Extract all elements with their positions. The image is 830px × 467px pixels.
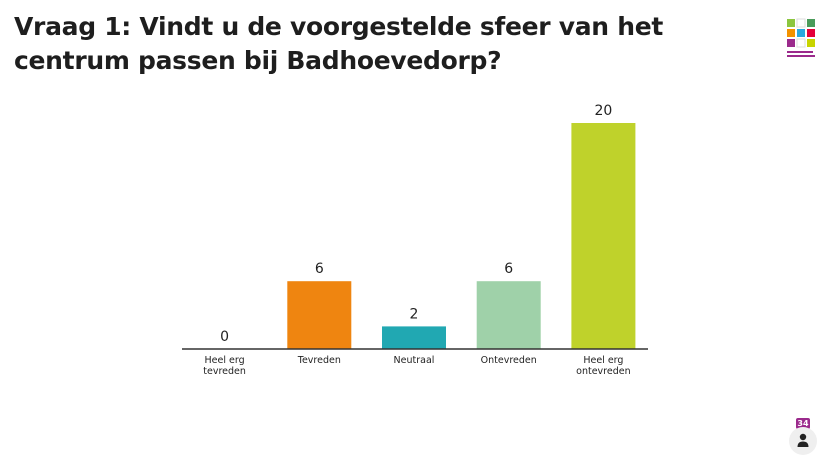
data-label: 2 xyxy=(410,306,419,322)
category-label: ontevreden xyxy=(576,366,630,377)
category-label: Tevreden xyxy=(297,355,341,366)
data-label: 0 xyxy=(220,329,229,345)
data-label: 6 xyxy=(504,261,513,277)
bar xyxy=(382,326,446,349)
category-label: Heel erg xyxy=(205,355,245,366)
participants-button[interactable] xyxy=(789,427,817,455)
bar xyxy=(476,281,541,349)
category-label: Ontevreden xyxy=(481,355,537,366)
participant-count-badge: 34 xyxy=(796,418,810,429)
page-title: Vraag 1: Vindt u de voorgestelde sfeer v… xyxy=(14,12,664,75)
logo xyxy=(787,18,815,57)
bar xyxy=(571,123,636,349)
user-icon xyxy=(797,433,809,447)
category-label: Neutraal xyxy=(394,355,435,366)
bar xyxy=(287,281,352,349)
data-label: 6 xyxy=(315,261,324,277)
category-label: tevreden xyxy=(203,366,246,377)
category-label: Heel erg xyxy=(583,355,623,366)
data-label: 20 xyxy=(594,103,612,119)
